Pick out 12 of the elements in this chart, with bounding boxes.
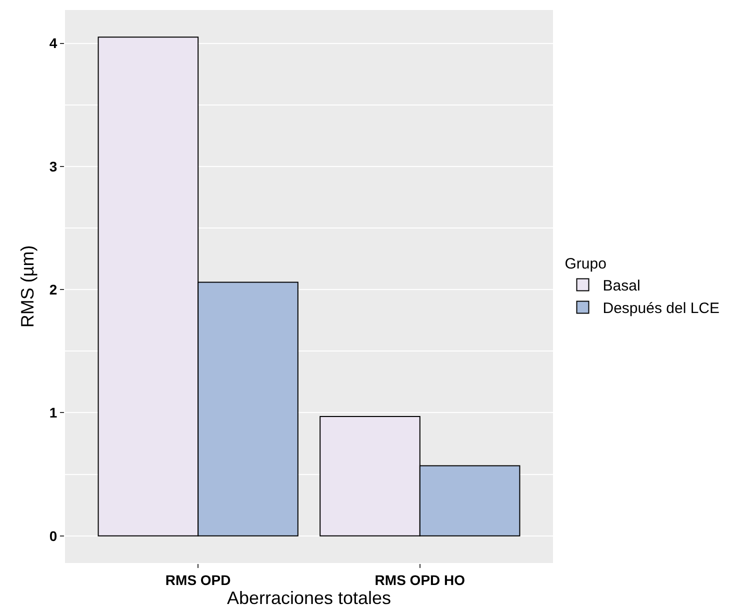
y-axis-title: RMS (µm) xyxy=(18,245,38,328)
y-tick-label: 3 xyxy=(49,158,58,174)
x-tick-label: RMS OPD HO xyxy=(374,572,466,588)
y-tick-label: 0 xyxy=(49,528,58,544)
x-tick-label: RMS OPD xyxy=(165,572,231,588)
legend-label: Basal xyxy=(602,278,640,295)
y-tick-label: 4 xyxy=(49,35,58,52)
y-tick-label: 2 xyxy=(49,281,58,298)
legend-label: Después del LCE xyxy=(602,300,720,318)
y-tick-label: 1 xyxy=(49,404,58,421)
x-axis-title: Aberraciones totales xyxy=(226,588,392,608)
legend-title: Grupo xyxy=(564,256,606,272)
